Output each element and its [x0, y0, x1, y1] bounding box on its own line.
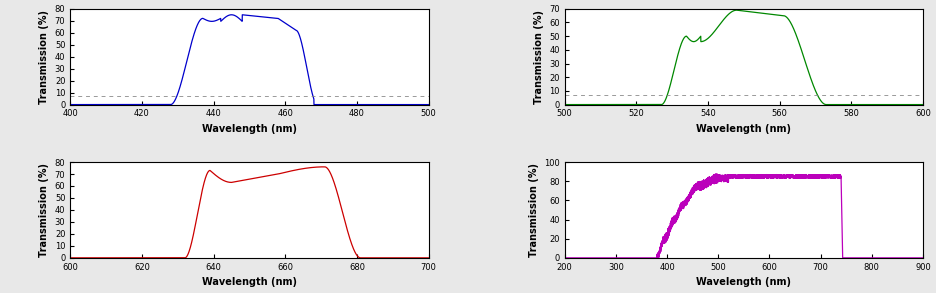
- Y-axis label: Transmission (%): Transmission (%): [528, 163, 538, 257]
- X-axis label: Wavelength (nm): Wavelength (nm): [201, 124, 297, 134]
- X-axis label: Wavelength (nm): Wavelength (nm): [695, 124, 791, 134]
- Y-axis label: Transmission (%): Transmission (%): [39, 163, 50, 257]
- X-axis label: Wavelength (nm): Wavelength (nm): [201, 277, 297, 287]
- Y-axis label: Transmission (%): Transmission (%): [534, 10, 543, 104]
- Y-axis label: Transmission (%): Transmission (%): [39, 10, 50, 104]
- X-axis label: Wavelength (nm): Wavelength (nm): [695, 277, 791, 287]
